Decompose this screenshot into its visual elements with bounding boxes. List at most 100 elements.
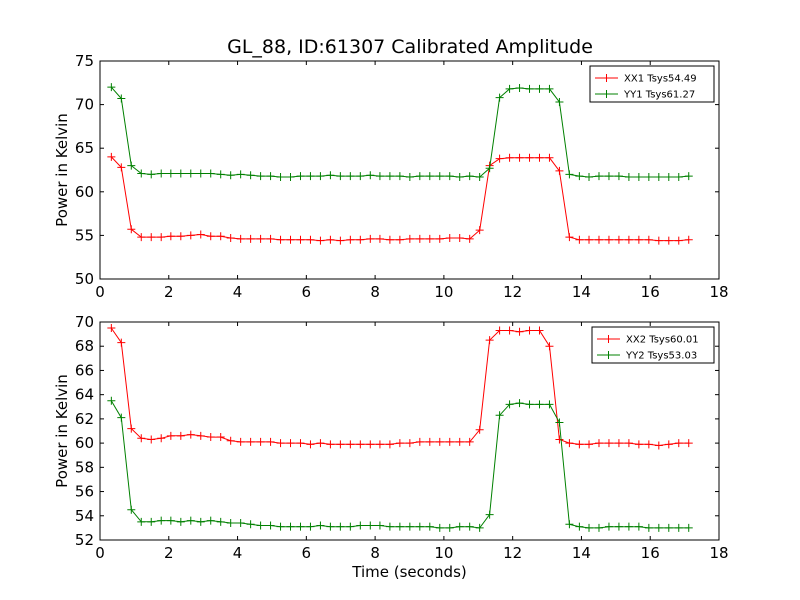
legend-marker bbox=[602, 74, 611, 82]
y-tick-label: 64 bbox=[75, 386, 94, 404]
data-point bbox=[435, 234, 444, 243]
data-point bbox=[375, 234, 384, 243]
x-tick-label: 4 bbox=[233, 544, 243, 562]
data-point bbox=[256, 521, 265, 530]
data-point bbox=[127, 225, 136, 234]
data-point bbox=[107, 152, 116, 161]
data-point bbox=[505, 84, 514, 93]
data-point bbox=[246, 520, 255, 529]
data-point bbox=[326, 440, 335, 449]
data-point bbox=[336, 236, 345, 245]
data-point bbox=[614, 235, 623, 244]
data-point bbox=[306, 172, 315, 181]
data-point bbox=[306, 235, 315, 244]
data-point bbox=[286, 522, 295, 531]
data-point bbox=[634, 172, 643, 181]
data-point bbox=[435, 172, 444, 181]
data-point bbox=[356, 172, 365, 181]
x-tick-label: 10 bbox=[434, 544, 453, 562]
y-tick-label: 58 bbox=[75, 458, 94, 476]
data-point bbox=[176, 517, 185, 526]
data-point bbox=[326, 171, 335, 180]
data-point bbox=[336, 440, 345, 449]
data-point bbox=[405, 439, 414, 448]
data-point bbox=[555, 418, 564, 427]
data-point bbox=[166, 169, 175, 178]
data-point bbox=[375, 440, 384, 449]
data-point bbox=[206, 169, 215, 178]
data-point bbox=[236, 437, 245, 446]
data-point bbox=[634, 522, 643, 531]
data-point bbox=[236, 519, 245, 528]
y-tick-label: 52 bbox=[75, 531, 94, 549]
data-point bbox=[356, 235, 365, 244]
data-point bbox=[216, 517, 225, 526]
data-point bbox=[535, 326, 544, 335]
data-point bbox=[674, 236, 683, 245]
data-point bbox=[336, 172, 345, 181]
data-point bbox=[286, 172, 295, 181]
x-tick-label: 0 bbox=[95, 544, 105, 562]
data-point bbox=[137, 169, 146, 178]
data-point bbox=[266, 437, 275, 446]
x-tick-label: 12 bbox=[503, 283, 522, 301]
data-point bbox=[585, 440, 594, 449]
data-point bbox=[495, 154, 504, 163]
data-point bbox=[385, 440, 394, 449]
data-point bbox=[296, 172, 305, 181]
data-point bbox=[147, 435, 156, 444]
data-point bbox=[127, 161, 136, 170]
data-point bbox=[575, 522, 584, 531]
legend-label: XX2 Tsys60.01 bbox=[626, 335, 699, 346]
data-point bbox=[664, 172, 673, 181]
legend: XX2 Tsys60.01 YY2 Tsys53.03 bbox=[591, 326, 715, 364]
data-point bbox=[555, 97, 564, 106]
data-point bbox=[385, 172, 394, 181]
data-point bbox=[286, 439, 295, 448]
data-point bbox=[604, 439, 613, 448]
data-point bbox=[485, 510, 494, 519]
data-point bbox=[525, 84, 534, 93]
data-point bbox=[575, 235, 584, 244]
data-point bbox=[107, 83, 116, 92]
data-point bbox=[644, 523, 653, 532]
data-point bbox=[296, 235, 305, 244]
data-point bbox=[196, 169, 205, 178]
data-point bbox=[594, 523, 603, 532]
plot-frame bbox=[99, 60, 720, 280]
x-tick-label: 18 bbox=[709, 544, 728, 562]
data-point bbox=[246, 437, 255, 446]
data-point bbox=[246, 234, 255, 243]
data-point bbox=[515, 153, 524, 162]
data-point bbox=[664, 440, 673, 449]
data-point bbox=[296, 522, 305, 531]
data-point bbox=[664, 236, 673, 245]
data-point bbox=[624, 235, 633, 244]
data-point bbox=[664, 523, 673, 532]
data-point bbox=[684, 523, 693, 532]
x-tick-label: 2 bbox=[164, 283, 174, 301]
data-point bbox=[644, 235, 653, 244]
data-point bbox=[316, 236, 325, 245]
data-point bbox=[266, 521, 275, 530]
data-point bbox=[495, 411, 504, 420]
data-point bbox=[346, 172, 355, 181]
data-point bbox=[405, 172, 414, 181]
data-point bbox=[505, 326, 514, 335]
data-point bbox=[166, 516, 175, 525]
data-point bbox=[147, 170, 156, 179]
data-point bbox=[525, 326, 534, 335]
data-point bbox=[306, 522, 315, 531]
data-point bbox=[455, 522, 464, 531]
data-point bbox=[425, 172, 434, 181]
data-point bbox=[157, 516, 166, 525]
data-point bbox=[226, 519, 235, 528]
x-tick-label: 4 bbox=[233, 283, 243, 301]
x-tick-label: 6 bbox=[302, 283, 312, 301]
data-point bbox=[166, 232, 175, 241]
data-point bbox=[465, 437, 474, 446]
data-point bbox=[485, 336, 494, 345]
data-point bbox=[425, 234, 434, 243]
data-point bbox=[186, 169, 195, 178]
data-point bbox=[535, 153, 544, 162]
